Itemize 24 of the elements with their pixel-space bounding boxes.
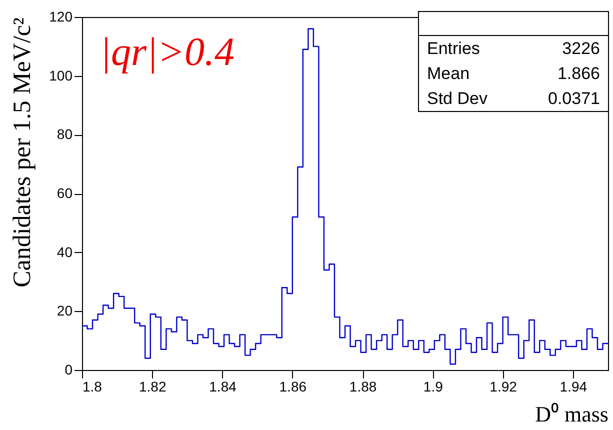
y-tick-label: 100: [49, 67, 73, 84]
y-tick-label: 120: [49, 8, 73, 24]
y-tick-label: 20: [56, 302, 73, 319]
annotation: Entries: [426, 38, 481, 60]
x-tick-label: 1.84: [209, 378, 237, 394]
y-axis-title: Candidates per 1.5 MeV/c²: [9, 18, 36, 288]
x-tick-label: 1.9: [423, 378, 444, 394]
y-tick-label: 40: [56, 244, 73, 260]
annotation: 0.0371: [547, 88, 601, 110]
x-tick-label: 1.94: [560, 378, 588, 394]
annotation: 3226: [561, 38, 601, 60]
x-tick-label: 1.92: [490, 378, 518, 394]
y-tick-label: 80: [56, 126, 73, 142]
x-tick-label: 1.88: [349, 378, 377, 394]
annotation: 1.866: [556, 63, 601, 85]
annotation: Std Dev: [426, 88, 488, 110]
x-tick-label: 1.86: [279, 378, 307, 394]
y-tick-label: 60: [56, 185, 73, 201]
annotation: Mean: [426, 63, 471, 85]
x-tick-label: 1.82: [139, 378, 166, 394]
annotation: |qr|>0.4: [100, 28, 235, 75]
x-tick-label: 1.8: [82, 378, 102, 394]
x-axis-title: D⁰ mass: [535, 402, 608, 426]
y-tick-label: 0: [64, 362, 73, 378]
